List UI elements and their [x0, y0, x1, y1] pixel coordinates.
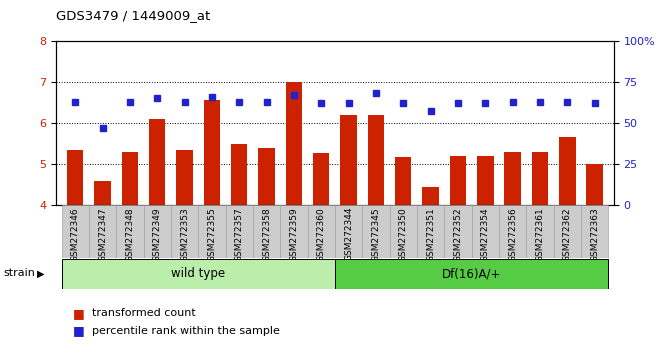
Bar	[395, 157, 411, 205]
Bar	[362, 205, 389, 258]
Bar	[472, 205, 499, 258]
Text: GSM272357: GSM272357	[235, 207, 244, 262]
Bar	[335, 259, 609, 289]
Bar	[526, 205, 554, 258]
Bar	[67, 150, 83, 205]
Text: ▶: ▶	[37, 268, 44, 278]
Text: GSM272362: GSM272362	[563, 207, 572, 262]
Bar	[341, 115, 357, 205]
Bar	[581, 205, 609, 258]
Text: percentile rank within the sample: percentile rank within the sample	[92, 326, 280, 336]
Text: GSM272349: GSM272349	[152, 207, 162, 262]
Bar	[198, 205, 226, 258]
Bar	[171, 205, 198, 258]
Bar	[335, 205, 362, 258]
Text: GSM272351: GSM272351	[426, 207, 435, 262]
Bar	[499, 205, 526, 258]
Bar	[61, 205, 89, 258]
Text: ■: ■	[73, 325, 84, 337]
Bar	[61, 259, 335, 289]
Text: GSM272360: GSM272360	[317, 207, 326, 262]
Text: GDS3479 / 1449009_at: GDS3479 / 1449009_at	[56, 9, 211, 22]
Bar	[444, 205, 472, 258]
Text: Df(16)A/+: Df(16)A/+	[442, 268, 502, 280]
Bar	[313, 153, 329, 205]
Bar	[554, 205, 581, 258]
Text: transformed count: transformed count	[92, 308, 196, 318]
Text: GSM272344: GSM272344	[344, 207, 353, 261]
Bar	[477, 156, 494, 205]
Bar	[144, 205, 171, 258]
Text: GSM272346: GSM272346	[71, 207, 80, 262]
Bar	[286, 82, 302, 205]
Text: GSM272363: GSM272363	[590, 207, 599, 262]
Text: strain: strain	[3, 268, 35, 278]
Text: GSM272353: GSM272353	[180, 207, 189, 262]
Text: GSM272361: GSM272361	[535, 207, 544, 262]
Text: GSM272345: GSM272345	[372, 207, 380, 262]
Bar	[504, 152, 521, 205]
Bar	[253, 205, 280, 258]
Bar	[226, 205, 253, 258]
Text: GSM272359: GSM272359	[290, 207, 298, 262]
Bar	[368, 115, 384, 205]
Text: GSM272358: GSM272358	[262, 207, 271, 262]
Text: GSM272350: GSM272350	[399, 207, 408, 262]
Text: GSM272347: GSM272347	[98, 207, 107, 262]
Text: GSM272352: GSM272352	[453, 207, 463, 262]
Bar	[231, 144, 248, 205]
Bar	[422, 187, 439, 205]
Text: GSM272356: GSM272356	[508, 207, 517, 262]
Bar	[389, 205, 417, 258]
Bar	[121, 152, 138, 205]
Bar	[559, 137, 576, 205]
Text: GSM272348: GSM272348	[125, 207, 135, 262]
Bar	[532, 152, 548, 205]
Bar	[89, 205, 116, 258]
Bar	[116, 205, 144, 258]
Bar	[417, 205, 444, 258]
Text: wild type: wild type	[171, 268, 225, 280]
Bar	[280, 205, 308, 258]
Text: GSM272354: GSM272354	[481, 207, 490, 262]
Bar	[94, 181, 111, 205]
Text: GSM272355: GSM272355	[207, 207, 216, 262]
Bar	[587, 164, 603, 205]
Bar	[176, 150, 193, 205]
Bar	[449, 156, 466, 205]
Text: ■: ■	[73, 307, 84, 320]
Bar	[259, 148, 275, 205]
Bar	[204, 101, 220, 205]
Bar	[308, 205, 335, 258]
Bar	[149, 119, 166, 205]
